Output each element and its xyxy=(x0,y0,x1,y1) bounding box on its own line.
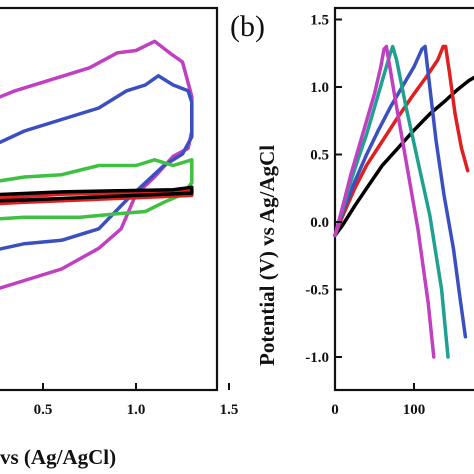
panel-b-label: (b) xyxy=(230,10,265,43)
panel-b-ytick-label-5: -1.0 xyxy=(305,350,329,366)
panel-b-xtick-label-1: 100 xyxy=(403,402,426,418)
panel-a: 0.5 1.0 1.5 vs (Ag/AgCl) xyxy=(0,6,239,469)
panel-b: (b) 0 100 1.5 1.0 0.5 0.0 -0.5 -1.0 Potential … xyxy=(230,6,474,418)
panel-b-ytick-label-4: -0.5 xyxy=(305,283,329,299)
panel-b-ytick-label-0: 1.5 xyxy=(310,13,329,29)
panel-b-series-line-1 xyxy=(333,44,470,238)
panel-a-xtick-label-0: 0.5 xyxy=(34,402,53,418)
panel-a-series-line-4 xyxy=(0,185,194,203)
panel-b-series-line-4 xyxy=(333,44,436,359)
panel-b-frame xyxy=(333,6,474,392)
panel-a-series-line-2 xyxy=(0,158,194,221)
panel-b-series-line-2 xyxy=(333,44,468,339)
panel-a-xlabel: vs (Ag/AgCl) xyxy=(0,445,116,469)
panel-a-xtick-label-1: 1.0 xyxy=(127,402,146,418)
panel-b-xtick-label-0: 0 xyxy=(331,402,339,418)
panel-a-frame xyxy=(0,6,219,392)
panel-b-yticks: 1.5 1.0 0.5 0.0 -0.5 -1.0 xyxy=(305,13,342,366)
panel-b-series-line-0 xyxy=(333,75,474,238)
panel-b-series-line-3 xyxy=(333,44,450,359)
panel-a-series-line-1 xyxy=(0,74,194,251)
panel-b-xticks: 0 100 xyxy=(331,383,425,418)
panel-b-ytick-label-1: 1.0 xyxy=(310,80,329,96)
panel-a-xticks: 0.5 1.0 1.5 xyxy=(34,383,239,418)
panel-a-series xyxy=(0,39,194,290)
panel-a-xtick-label-2: 1.5 xyxy=(220,402,239,418)
panel-b-ytick-label-2: 0.5 xyxy=(310,148,329,164)
panel-b-series xyxy=(333,44,474,359)
panel-b-ytick-label-3: 0.0 xyxy=(310,215,329,231)
panel-b-ylabel: Potential (V) vs Ag/AgCl xyxy=(255,145,279,366)
